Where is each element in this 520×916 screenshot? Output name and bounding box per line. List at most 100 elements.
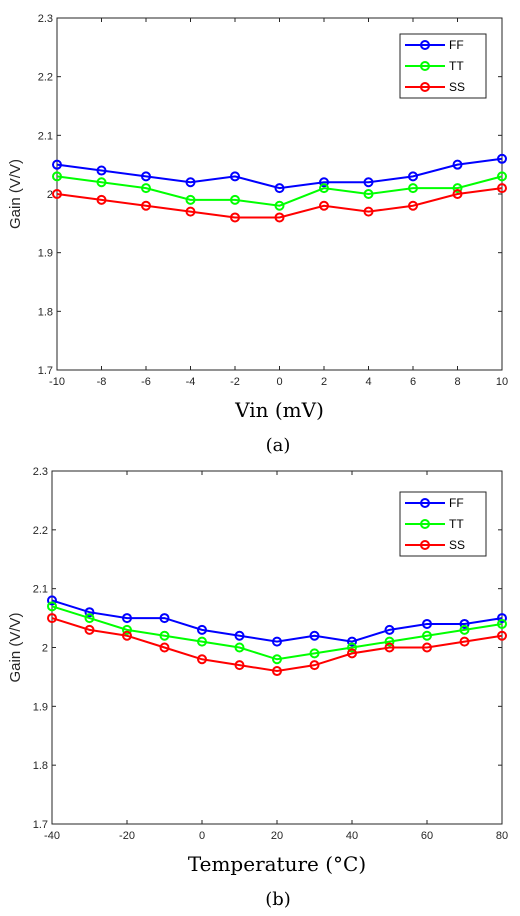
data-point-SS [272,666,282,677]
series-line-FF [56,157,503,190]
y-tick-label: 1.8 [33,760,48,772]
data-point-TT [52,171,62,182]
data-point-FF [347,636,357,647]
y-tick-label: 1.9 [33,701,48,713]
x-axis-label: Vin (mV) [234,398,324,422]
data-point-SS [274,212,285,223]
legend: FF TT SS [399,33,487,99]
x-tick-label: 60 [421,830,433,842]
data-point-TT [422,630,432,641]
x-tick-label: 20 [271,830,283,842]
x-tick-label: 40 [346,830,358,842]
data-point-FF [363,177,374,188]
series-SS [47,613,507,677]
data-point-SS [497,630,507,641]
y-axis-label: Gain (V/V) [7,612,24,682]
data-point-TT [185,194,196,205]
series-SS [52,183,507,223]
data-point-FF [274,183,285,194]
series-FF [47,595,507,647]
data-point-SS [185,206,196,217]
legend: FF TT SS [399,491,487,557]
y-tick-label: 1.7 [38,365,53,377]
x-tick-label: 4 [365,376,371,388]
data-point-FF [497,153,507,164]
x-axis-label: Temperature (°C) [188,852,366,876]
y-tick-label: 2 [47,189,53,201]
y-tick-label: 1.7 [33,819,48,831]
data-point-SS [422,642,432,653]
series-line-TT [56,175,503,207]
data-point-TT [96,177,107,188]
data-point-FF [497,613,507,624]
data-point-FF [159,613,170,624]
data-point-FF [141,171,151,182]
data-point-FF [408,171,418,182]
x-tick-label: -4 [186,376,196,388]
data-point-TT [84,613,95,624]
series-line-SS [51,617,503,673]
data-point-TT [274,200,285,211]
data-point-TT [122,624,132,635]
legend-marker-FF [420,498,430,508]
legend-label-FF: FF [449,496,464,510]
data-point-SS [234,660,245,671]
data-point-TT [197,636,207,647]
data-point-SS [319,200,329,211]
series-line-SS [56,187,503,219]
data-point-FF [309,630,320,641]
x-tick-label: 2 [321,376,327,388]
legend-label-SS: SS [449,80,465,94]
y-tick-label: 1.8 [38,306,53,318]
data-point-TT [452,183,463,194]
data-point-FF [272,636,282,647]
series-TT [52,171,507,211]
legend-label-SS: SS [449,538,465,552]
data-point-SS [84,624,95,635]
data-point-FF [230,171,240,182]
x-tick-label: -2 [230,376,240,388]
legend-marker-SS [420,82,430,92]
x-tick-label: -8 [97,376,107,388]
data-point-TT [459,624,470,635]
data-point-SS [459,636,470,647]
legend-marker-TT [420,61,430,71]
data-point-TT [384,636,395,647]
data-point-FF [84,607,95,618]
legend-label-TT: TT [449,517,464,531]
data-point-SS [347,648,357,659]
x-tick-label: -6 [141,376,151,388]
data-point-SS [309,660,320,671]
y-tick-label: 2.1 [38,130,53,142]
legend-label-TT: TT [449,59,464,73]
data-point-SS [47,613,57,624]
data-point-FF [47,595,57,606]
figure-caption: (a) [266,435,291,456]
data-point-FF [197,624,207,635]
data-point-FF [122,613,132,624]
x-tick-label: 8 [454,376,460,388]
x-tick-label: 10 [496,376,508,388]
data-point-FF [52,159,62,170]
data-point-SS [230,212,240,223]
y-tick-label: 2.1 [33,584,48,596]
data-point-FF [384,624,395,635]
data-point-TT [230,194,240,205]
data-point-FF [185,177,196,188]
y-tick-label: 2 [42,643,48,655]
data-point-FF [459,618,470,629]
legend-marker-FF [420,40,430,50]
y-tick-label: 2.3 [38,13,53,25]
x-tick-label: -20 [119,830,135,842]
data-point-TT [497,618,507,629]
data-point-SS [96,194,107,205]
series-line-TT [51,605,503,661]
y-tick-label: 1.9 [38,248,53,260]
data-point-FF [319,177,329,188]
x-tick-label: 0 [276,376,282,388]
data-point-SS [122,630,132,641]
figure-caption: (b) [265,889,291,910]
data-point-FF [96,165,107,176]
x-tick-label: 6 [410,376,416,388]
